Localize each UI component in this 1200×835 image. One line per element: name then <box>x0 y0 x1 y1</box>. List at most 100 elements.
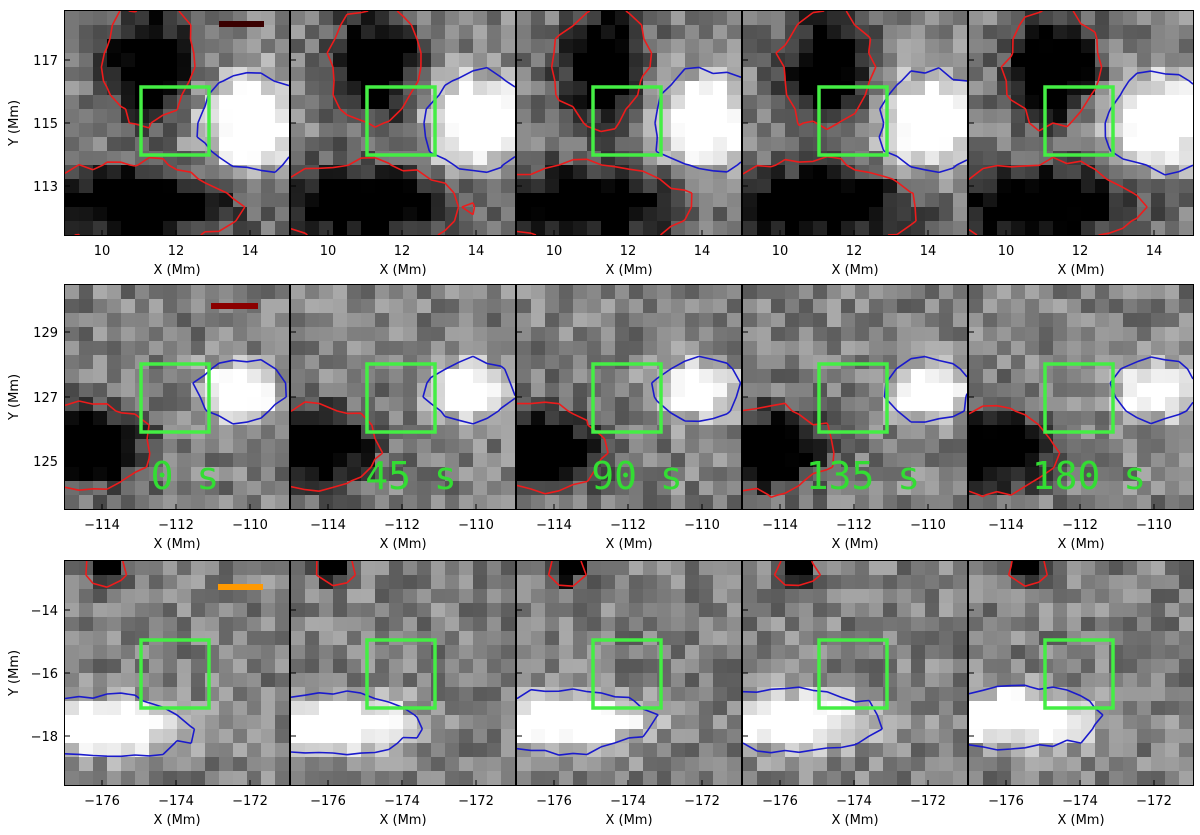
y-tick-label: 127 <box>33 391 58 406</box>
negative-polarity-contour <box>1007 561 1048 587</box>
x-tick-label: −114 <box>988 518 1024 533</box>
x-tick-label: −172 <box>232 794 268 809</box>
x-tick-label: 12 <box>846 244 863 259</box>
panel-1-1: 10 12 14 117 115 113 X (Mm) <box>33 10 290 278</box>
x-tick-label: −112 <box>610 518 646 533</box>
x-tick-label: −176 <box>988 794 1024 809</box>
x-tick-label: 14 <box>1146 244 1163 259</box>
x-axis-title: X (Mm) <box>153 263 200 278</box>
positive-polarity-contour <box>192 358 287 425</box>
magnetogram-image <box>65 285 289 509</box>
magnetogram-image <box>65 561 289 785</box>
row-1: Y (Mm) 10 12 14 117 115 113 X (Mm) 10 12 14 X (Mm) 1… <box>7 10 1194 278</box>
x-axis-title: X (Mm) <box>831 813 878 828</box>
magnetogram-image <box>517 561 741 785</box>
x-tick-label: −172 <box>684 794 720 809</box>
x-axis-title: X (Mm) <box>379 813 426 828</box>
x-tick-label: 12 <box>620 244 637 259</box>
time-label: 45 s <box>365 454 457 498</box>
x-tick-label: −176 <box>310 794 346 809</box>
negative-polarity-contour <box>969 11 1148 235</box>
y-axis-title: Y (Mm) <box>7 374 22 421</box>
y-tick-label: 129 <box>33 326 58 341</box>
x-tick-label: −110 <box>1136 518 1172 533</box>
x-tick-label: 10 <box>772 244 789 259</box>
magnetogram-image <box>969 285 1193 509</box>
x-axis-title: X (Mm) <box>153 537 200 552</box>
region-box <box>591 362 663 434</box>
positive-polarity-contour <box>1104 70 1193 176</box>
panel-2-5: 180 s −114 −112 −110 X (Mm) <box>968 284 1194 552</box>
panel-3-4: −176 −174 −172 X (Mm) <box>742 560 968 828</box>
panel-3-3: −176 −174 −172 X (Mm) <box>516 560 742 828</box>
negative-polarity-contour <box>291 11 476 235</box>
x-tick-label: 10 <box>320 244 337 259</box>
magnetogram-image <box>65 11 289 235</box>
positive-polarity-contour <box>654 66 741 173</box>
positive-polarity-contour <box>878 67 967 174</box>
region-box <box>591 638 663 710</box>
x-tick-label: 14 <box>694 244 711 259</box>
positive-polarity-contour <box>1109 356 1193 425</box>
x-tick-label: 12 <box>1072 244 1089 259</box>
x-axis-title: X (Mm) <box>153 813 200 828</box>
x-axis-title: X (Mm) <box>605 813 652 828</box>
x-tick-label: −114 <box>762 518 798 533</box>
y-tick-label: 117 <box>33 54 58 69</box>
x-axis-title: X (Mm) <box>379 263 426 278</box>
x-tick-label: −174 <box>158 794 194 809</box>
region-box <box>365 362 437 434</box>
time-label: 135 s <box>806 454 920 498</box>
negative-polarity-contour <box>773 561 822 587</box>
region-box <box>139 85 211 157</box>
x-tick-label: 10 <box>94 244 111 259</box>
x-tick-label: −174 <box>1062 794 1098 809</box>
magnetogram-image <box>969 11 1193 235</box>
negative-polarity-contour <box>547 561 587 587</box>
x-tick-label: −174 <box>384 794 420 809</box>
negative-polarity-contour <box>85 561 128 588</box>
region-box <box>1043 85 1115 157</box>
region-box <box>817 362 889 434</box>
x-tick-label: −110 <box>458 518 494 533</box>
x-axis-title: X (Mm) <box>379 537 426 552</box>
negative-polarity-contour <box>65 400 151 491</box>
y-tick-label: −14 <box>31 604 58 619</box>
x-tick-label: −110 <box>910 518 946 533</box>
y-tick-label: −16 <box>31 667 58 682</box>
region-box <box>139 638 211 710</box>
x-tick-label: −174 <box>836 794 872 809</box>
magnetogram-image <box>517 11 741 235</box>
negative-polarity-contour <box>65 11 246 235</box>
positive-polarity-contour <box>650 355 741 423</box>
time-label: 180 s <box>1032 454 1146 498</box>
x-tick-label: −172 <box>458 794 494 809</box>
region-box <box>1043 638 1115 710</box>
scale-bar <box>218 584 263 590</box>
magnetogram-image <box>743 11 967 235</box>
x-tick-label: −176 <box>536 794 572 809</box>
row-3: Y (Mm)−176 −174 −172−14−16−18X (Mm)−176 −17… <box>7 560 1194 828</box>
x-axis-title: X (Mm) <box>605 537 652 552</box>
y-axis-title: Y (Mm) <box>7 100 22 147</box>
x-tick-label: −174 <box>610 794 646 809</box>
y-tick-label: 115 <box>33 117 58 132</box>
positive-polarity-contour <box>969 684 1104 751</box>
magnetogram-image <box>517 285 741 509</box>
x-tick-label: −114 <box>84 518 120 533</box>
panel-2-3: 90 s −114 −112 −110 X (Mm) <box>516 284 742 552</box>
x-tick-label: −176 <box>762 794 798 809</box>
region-box <box>817 638 889 710</box>
negative-polarity-contour <box>743 402 835 499</box>
y-tick-label: 113 <box>33 180 58 195</box>
x-tick-label: −112 <box>384 518 420 533</box>
x-tick-label: 14 <box>468 244 485 259</box>
negative-polarity-contour <box>315 561 357 587</box>
region-box <box>139 362 211 434</box>
x-tick-label: 14 <box>920 244 937 259</box>
magnetogram-image <box>969 561 1193 785</box>
region-box <box>1043 362 1115 434</box>
x-tick-label: −110 <box>684 518 720 533</box>
negative-polarity-contour <box>517 401 609 495</box>
